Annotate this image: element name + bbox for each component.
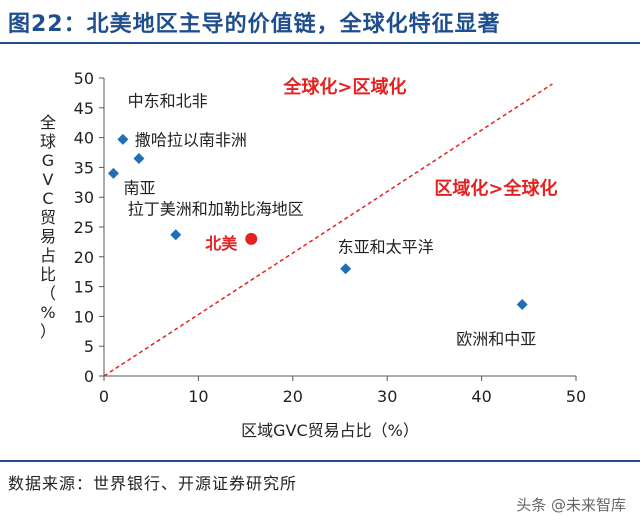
y-tick-label: 5 xyxy=(84,337,94,356)
figure-title: 图22：北美地区主导的价值链，全球化特征显著 xyxy=(8,12,501,37)
point-label: 东亚和太平洋 xyxy=(338,238,434,257)
y-tick-label: 50 xyxy=(74,69,94,88)
y-tick-label: 40 xyxy=(74,129,94,148)
reference-line xyxy=(103,83,553,377)
axes: 0 5 10 15 20 25 30 35 40 45 50 0 10 20 30 40 50 区域GVC贸易占比… xyxy=(40,69,586,440)
y-axis-label: 全球 G V C 贸易占比（%） xyxy=(40,113,56,341)
data-point-highlight xyxy=(245,232,258,245)
x-axis-label: 区域GVC贸易占比（%） xyxy=(241,421,419,440)
annotation-label: 中东和北非 xyxy=(128,92,208,111)
region-annotation: 全球化>区域化 xyxy=(282,76,406,98)
point-label: 南亚 xyxy=(123,178,155,197)
x-tick-label: 10 xyxy=(188,387,208,406)
x-tick-label: 0 xyxy=(99,387,109,406)
x-tick-label: 50 xyxy=(566,387,586,406)
point-label: 拉丁美洲和加勒比海地区 xyxy=(128,200,304,219)
data-point xyxy=(133,152,145,164)
y-tick-label: 30 xyxy=(74,188,94,207)
points-group xyxy=(107,133,528,310)
reference-line-group xyxy=(103,83,553,377)
title-bar: 图22：北美地区主导的价值链，全球化特征显著 xyxy=(0,0,640,44)
x-tick-label: 30 xyxy=(377,387,397,406)
data-source: 数据来源：世界银行、开源证券研究所 xyxy=(8,474,298,493)
data-point xyxy=(170,229,182,241)
point-label: 撒哈拉以南非洲 xyxy=(135,130,247,149)
data-point xyxy=(516,298,528,310)
y-tick-label: 10 xyxy=(74,307,94,326)
y-tick-label: 35 xyxy=(74,158,94,177)
watermark: 头条 @未来智库 xyxy=(516,496,626,514)
source-bar: 数据来源：世界银行、开源证券研究所 头条 @未来智库 xyxy=(0,460,640,520)
region-annotation: 区域化>全球化 xyxy=(434,177,557,199)
point-label: 北美 xyxy=(205,234,238,253)
data-point xyxy=(340,263,352,275)
y-tick-label: 25 xyxy=(74,218,94,237)
y-tick-label: 20 xyxy=(74,248,94,267)
y-tick-label: 0 xyxy=(84,367,94,386)
point-label: 欧洲和中亚 xyxy=(456,329,536,348)
scatter-chart: 0 5 10 15 20 25 30 35 40 45 50 0 10 20 30 40 50 区域GVC贸易占比… xyxy=(40,69,586,440)
x-tick-label: 20 xyxy=(283,387,303,406)
y-tick-label: 15 xyxy=(74,278,94,297)
data-point xyxy=(107,167,119,179)
y-tick-label: 45 xyxy=(74,99,94,118)
data-point xyxy=(117,133,129,145)
x-tick-label: 40 xyxy=(471,387,491,406)
